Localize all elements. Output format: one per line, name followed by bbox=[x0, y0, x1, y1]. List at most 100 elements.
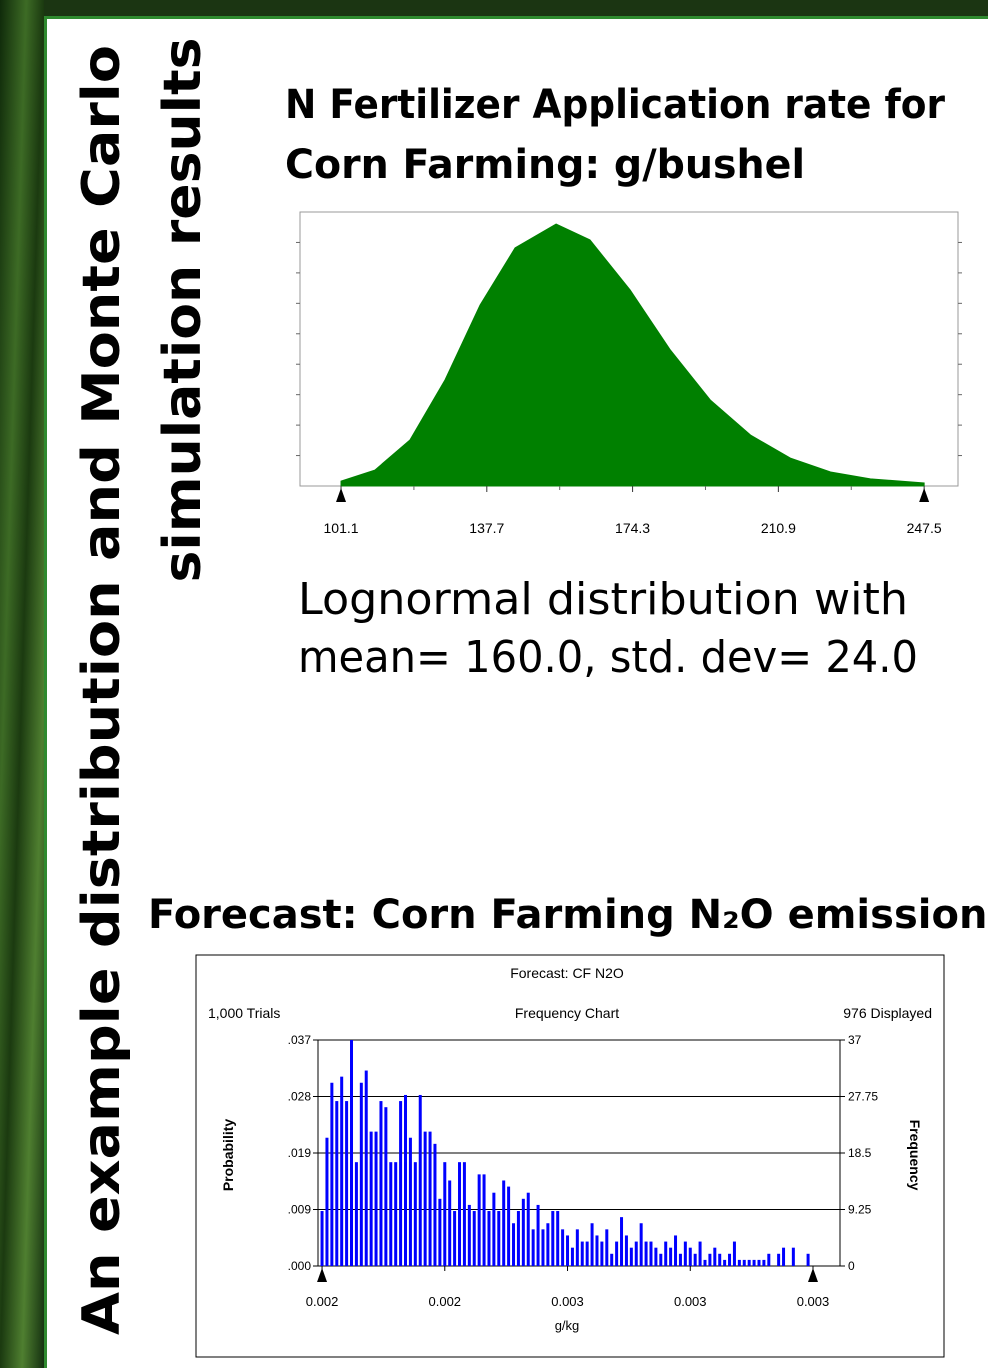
y-tick-label: .019 bbox=[288, 1146, 312, 1160]
density-area bbox=[340, 223, 925, 487]
y-tick-label: .000 bbox=[288, 1259, 312, 1273]
bar bbox=[561, 1229, 565, 1266]
x-tick-label: 0.003 bbox=[674, 1294, 707, 1309]
panel bbox=[47, 19, 988, 1368]
range-marker bbox=[336, 488, 347, 502]
x-tick-label: 101.1 bbox=[324, 520, 359, 536]
chart-caption: mean= 160.0, std. dev= 24.0 bbox=[298, 632, 918, 683]
bar bbox=[747, 1259, 751, 1266]
bar bbox=[752, 1259, 756, 1266]
chart-title: Corn Farming: g/bushel bbox=[285, 142, 805, 188]
bar bbox=[664, 1241, 668, 1266]
bar bbox=[693, 1253, 697, 1266]
bar bbox=[399, 1101, 403, 1266]
bar bbox=[389, 1162, 393, 1266]
bar bbox=[340, 1076, 344, 1266]
bar bbox=[541, 1229, 545, 1266]
bar bbox=[423, 1131, 427, 1266]
bar bbox=[806, 1253, 810, 1266]
bar bbox=[566, 1235, 570, 1266]
bar bbox=[678, 1253, 682, 1266]
bar bbox=[443, 1162, 447, 1266]
bar bbox=[742, 1259, 746, 1266]
bar bbox=[620, 1217, 624, 1266]
slide-title-line: simulation results bbox=[153, 38, 213, 583]
chart-caption: Lognormal distribution with bbox=[298, 574, 908, 625]
y-tick-label: .028 bbox=[288, 1090, 312, 1104]
displayed-note: 976 Displayed bbox=[843, 1005, 932, 1021]
bar bbox=[345, 1101, 349, 1266]
bar bbox=[777, 1253, 781, 1266]
chart-subtitle: Frequency Chart bbox=[515, 1005, 619, 1021]
chart-title: Forecast: CF N2O bbox=[510, 965, 624, 981]
bar bbox=[600, 1241, 604, 1266]
bar bbox=[394, 1162, 398, 1266]
bar bbox=[595, 1235, 599, 1266]
foliage-strip bbox=[0, 0, 44, 1368]
y-tick-label: .009 bbox=[288, 1203, 312, 1217]
bar bbox=[507, 1186, 511, 1266]
bar bbox=[683, 1241, 687, 1266]
y2-tick-label: 37 bbox=[848, 1033, 862, 1047]
bar bbox=[521, 1198, 525, 1266]
bar bbox=[418, 1094, 422, 1266]
bar bbox=[723, 1259, 727, 1266]
bar bbox=[659, 1253, 663, 1266]
bar bbox=[556, 1211, 560, 1266]
x-tick-label: 0.003 bbox=[797, 1294, 830, 1309]
bar bbox=[492, 1192, 496, 1266]
bar bbox=[354, 1162, 358, 1266]
x-axis-label: g/kg bbox=[555, 1318, 580, 1333]
bar bbox=[551, 1211, 555, 1266]
bar bbox=[782, 1247, 786, 1266]
y-axis-label: Probability bbox=[220, 1119, 236, 1192]
chart-heading: Forecast: Corn Farming N₂O emissions bbox=[148, 892, 988, 938]
bar bbox=[472, 1211, 476, 1266]
bar bbox=[728, 1253, 732, 1266]
bar bbox=[624, 1235, 628, 1266]
bar bbox=[512, 1223, 516, 1266]
bar bbox=[448, 1180, 452, 1266]
bar bbox=[757, 1259, 761, 1266]
bar bbox=[359, 1082, 363, 1266]
range-marker bbox=[919, 488, 930, 502]
bar bbox=[433, 1143, 437, 1266]
bar bbox=[462, 1162, 466, 1266]
bar bbox=[575, 1229, 579, 1266]
bar bbox=[497, 1211, 501, 1266]
x-tick-label: 137.7 bbox=[469, 520, 504, 536]
x-tick-label: 0.002 bbox=[306, 1294, 339, 1309]
bar bbox=[634, 1241, 638, 1266]
bar bbox=[654, 1247, 658, 1266]
bar bbox=[546, 1223, 550, 1266]
bar bbox=[767, 1253, 771, 1266]
bar bbox=[482, 1174, 486, 1266]
bar bbox=[639, 1223, 643, 1266]
bar bbox=[384, 1107, 388, 1266]
bar bbox=[335, 1101, 339, 1266]
bar bbox=[413, 1162, 417, 1266]
bar bbox=[374, 1131, 378, 1266]
bar bbox=[732, 1241, 736, 1266]
range-marker bbox=[807, 1268, 818, 1282]
x-tick-label: 0.002 bbox=[429, 1294, 462, 1309]
trials-note: 1,000 Trials bbox=[208, 1005, 280, 1021]
bar bbox=[674, 1235, 678, 1266]
bar bbox=[708, 1253, 712, 1266]
bar bbox=[502, 1180, 506, 1266]
bar bbox=[536, 1204, 540, 1266]
bar bbox=[458, 1162, 462, 1266]
bar bbox=[453, 1211, 457, 1266]
y2-tick-label: 18.5 bbox=[848, 1146, 872, 1160]
bar bbox=[629, 1247, 633, 1266]
bar bbox=[379, 1101, 383, 1266]
bar bbox=[669, 1247, 673, 1266]
bar bbox=[320, 1211, 324, 1266]
bar bbox=[570, 1247, 574, 1266]
bar bbox=[762, 1259, 766, 1266]
bar bbox=[688, 1247, 692, 1266]
bar bbox=[369, 1131, 373, 1266]
bar bbox=[531, 1229, 535, 1266]
slide-title-line: An example distribution and Monte Carlo bbox=[72, 45, 132, 1335]
